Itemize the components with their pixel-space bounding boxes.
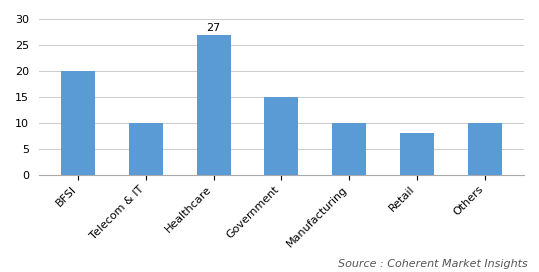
- Bar: [333, 123, 366, 175]
- Bar: [61, 71, 95, 175]
- Bar: [197, 35, 231, 175]
- Text: 27: 27: [206, 23, 220, 33]
- Text: Source : Coherent Market Insights: Source : Coherent Market Insights: [338, 259, 528, 269]
- Bar: [400, 133, 434, 175]
- Bar: [468, 123, 502, 175]
- Bar: [129, 123, 163, 175]
- Bar: [265, 97, 299, 175]
